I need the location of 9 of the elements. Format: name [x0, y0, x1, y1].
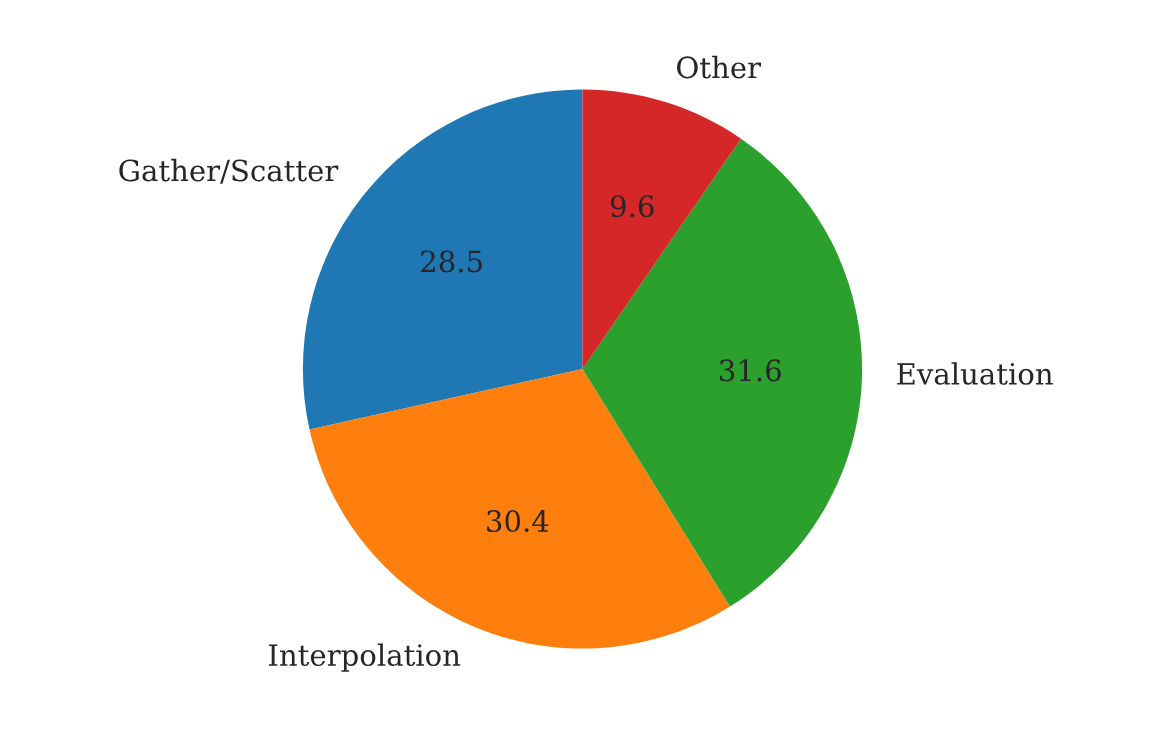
pie-slice [582, 138, 863, 607]
slice-label: Other [677, 55, 762, 79]
data-label: 9.6 [610, 195, 654, 218]
data-label: 28.5 [421, 250, 482, 273]
data-label: 31.6 [719, 359, 781, 382]
slice-label: Gather/Scatter [119, 158, 339, 184]
slice-label: Interpolation [268, 643, 461, 672]
data-label: 30.4 [487, 510, 549, 533]
slice-label: Evaluation [897, 362, 1053, 385]
